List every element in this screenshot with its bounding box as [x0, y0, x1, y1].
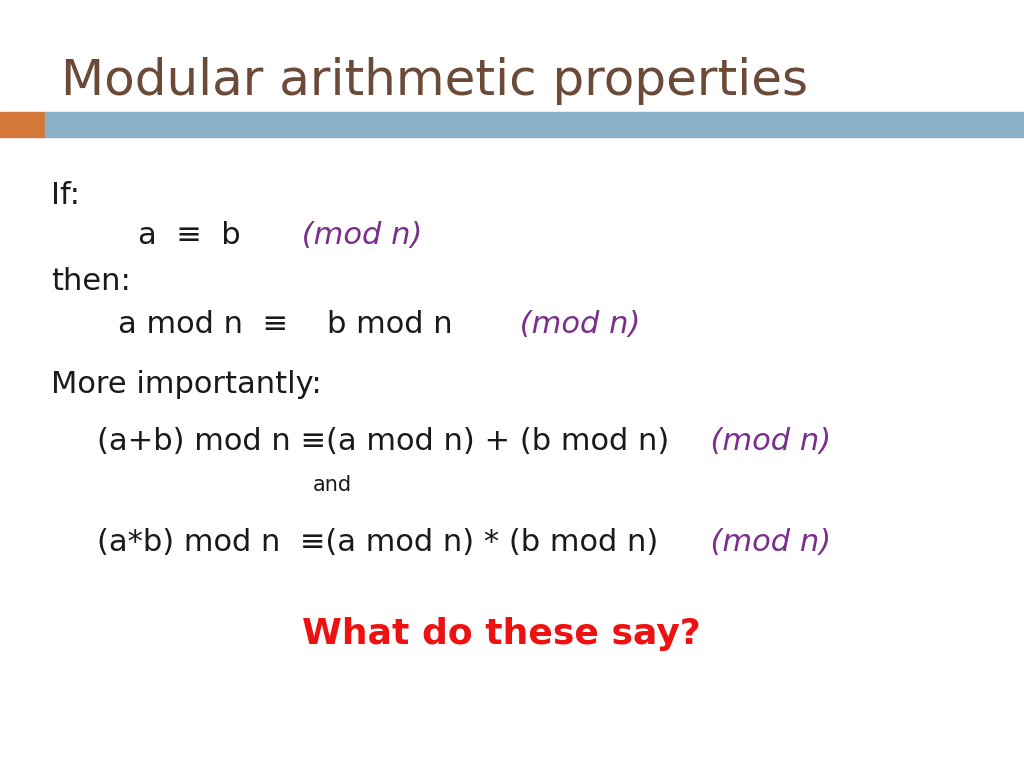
Text: What do these say?: What do these say? [302, 617, 700, 650]
Text: (mod n): (mod n) [691, 427, 831, 456]
Text: (mod n): (mod n) [510, 310, 640, 339]
Text: a  ≡  b: a ≡ b [138, 221, 241, 250]
Text: (mod n): (mod n) [292, 221, 422, 250]
Text: a mod n  ≡    b mod n: a mod n ≡ b mod n [118, 310, 453, 339]
Text: More importantly:: More importantly: [51, 370, 322, 399]
Bar [0, 112, 45, 137]
Text: (a*b) mod n  ≡(a mod n) * (b mod n): (a*b) mod n ≡(a mod n) * (b mod n) [97, 528, 658, 557]
Text: and: and [312, 475, 351, 495]
Text: (mod n): (mod n) [691, 528, 831, 557]
Text: (a+b) mod n ≡(a mod n) + (b mod n): (a+b) mod n ≡(a mod n) + (b mod n) [97, 427, 670, 456]
Text: Modular arithmetic properties: Modular arithmetic properties [61, 57, 809, 104]
Text: If:: If: [51, 181, 80, 210]
Bar [45, 112, 1024, 137]
Text: then:: then: [51, 267, 131, 296]
